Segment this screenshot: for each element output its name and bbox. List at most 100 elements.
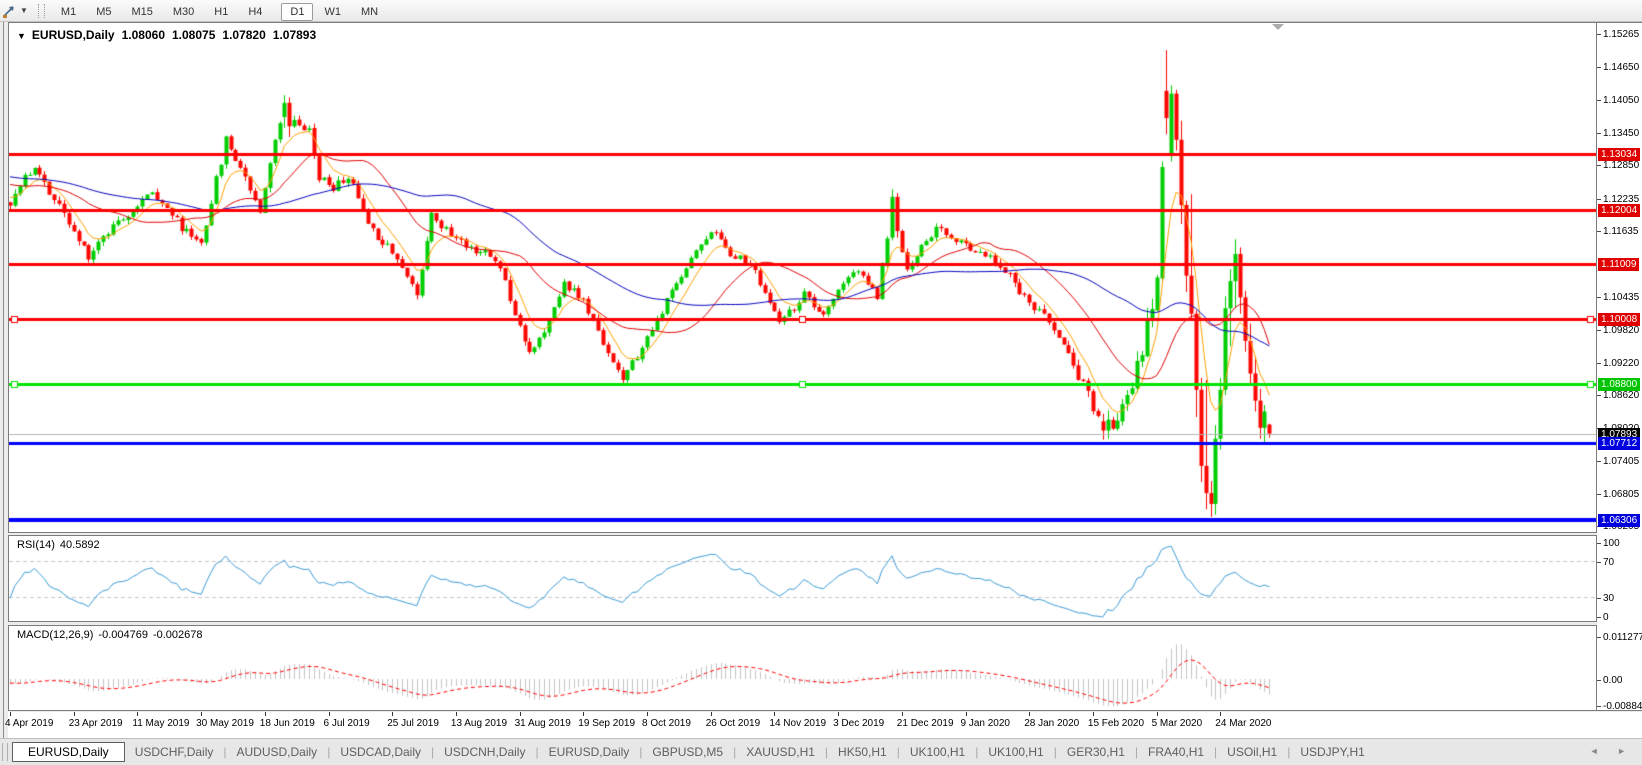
tab-uk100-h1-10[interactable]: UK100,H1 (988, 745, 1044, 759)
timeframe-button-m15[interactable]: M15 (131, 5, 153, 18)
date-tick-mark (710, 712, 712, 716)
price-tick-label: 1.14050 (1603, 95, 1640, 106)
date-tick-mark (392, 712, 394, 716)
date-tick-label: 13 Aug 2019 (450, 718, 508, 729)
macd-signal-value: -0.002678 (152, 629, 203, 641)
date-axis[interactable]: 4 Apr 2019 23 Apr 2019 11 May 2019 30 May 2… (5, 712, 1642, 738)
macd-label: MACD(12,26,9) (17, 629, 94, 641)
macd-main-value: -0.004769 (98, 629, 148, 641)
timeframe-button-w1[interactable]: W1 (324, 5, 341, 18)
timeframe-button-m30[interactable]: M30 (172, 5, 195, 18)
price-tick-dash (1597, 34, 1601, 35)
price-tick-label: 1.15265 (1603, 29, 1640, 40)
tab-fra40-h1-12[interactable]: FRA40,H1 (1148, 745, 1205, 759)
timeframe-button-mn[interactable]: MN (360, 5, 379, 18)
macd-tick-label: -0.008845 (1603, 701, 1642, 712)
date-tick-mark (965, 712, 967, 716)
date-tick-mark (901, 712, 903, 716)
tab-usoil-h1-13[interactable]: USOil,H1 (1227, 745, 1278, 759)
price-tick-label: 1.09220 (1603, 358, 1640, 369)
date-tick-label: 15 Feb 2020 (1087, 718, 1145, 729)
hline-price-badge: 1.07712 (1598, 437, 1641, 450)
ohlc-close: 1.07893 (272, 28, 317, 42)
macd-tick-dash (1597, 706, 1601, 707)
tab-usdchf-daily-1[interactable]: USDCHF,Daily (134, 745, 214, 759)
tab-usdcnh-daily-4[interactable]: USDCNH,Daily (444, 745, 526, 759)
top-toolbar: ▼ M1 M5 M15 M30 H1 H4 D1 W1 MN (0, 0, 1642, 22)
date-tick-mark (264, 712, 266, 716)
timeframe-button-m5[interactable]: M5 (96, 5, 112, 18)
main-chart-pane: ▼ EURUSD,Daily 1.08060 1.08075 1.07820 1.0789… (8, 22, 1597, 533)
timeframe-button-d1[interactable]: D1 (281, 2, 314, 21)
date-tick-label: 31 Aug 2019 (514, 718, 571, 729)
timeframe-button-m1[interactable]: M1 (60, 5, 77, 18)
chart-symbol: EURUSD,Daily (31, 28, 115, 42)
rsi-tick-label: 30 (1603, 593, 1615, 604)
chart-dropdown-icon[interactable]: ▼ (17, 31, 26, 41)
rsi-indicator-pane: RSI(14) 40.5892 (8, 535, 1597, 622)
tab-usdcad-daily-3[interactable]: USDCAD,Daily (340, 745, 421, 759)
date-tick-mark (1029, 712, 1031, 716)
tab-separator: | (975, 745, 979, 759)
date-tick-label: 5 Mar 2020 (1151, 718, 1203, 729)
date-tick-mark (201, 712, 203, 716)
rsi-value: 40.5892 (59, 539, 100, 551)
rsi-canvas[interactable] (9, 536, 1596, 621)
rsi-tick-dash (1597, 562, 1601, 563)
tab-separator: | (327, 745, 331, 759)
date-tick-label: 8 Oct 2019 (642, 718, 691, 729)
rsi-tick-label: 0 (1603, 612, 1609, 623)
tab-ger30-h1-11[interactable]: GER30,H1 (1066, 745, 1125, 759)
toolbar-grip (37, 3, 45, 18)
date-tick-mark (73, 712, 75, 716)
hline-price-badge: 1.11009 (1598, 258, 1640, 271)
chart-tab-bar: EURUSD,Daily USDCHF,Daily | AUDUSD,Daily | US… (0, 738, 1642, 765)
date-tick-label: 21 Dec 2019 (896, 718, 954, 729)
rsi-tick-label: 70 (1603, 557, 1615, 568)
date-tick-label: 6 Jul 2019 (323, 718, 370, 729)
rsi-label: RSI(14) (17, 539, 55, 551)
main-chart-canvas[interactable] (9, 23, 1596, 532)
hline-price-badge: 1.06306 (1598, 514, 1641, 527)
price-tick-dash (1597, 330, 1601, 331)
tab-uk100-h1-9[interactable]: UK100,H1 (909, 745, 966, 759)
tab-separator: | (1214, 745, 1218, 759)
macd-tick-label: 0.00 (1603, 675, 1623, 686)
date-tick-label: 26 Oct 2019 (705, 718, 761, 729)
price-tick-dash (1597, 363, 1601, 364)
tab-separator: | (1053, 745, 1057, 759)
date-tick-label: 19 Sep 2019 (578, 718, 636, 729)
price-tick-dash (1597, 494, 1601, 495)
price-tick-label: 1.12235 (1603, 194, 1640, 205)
tab-scroll-arrows[interactable]: ◄ ► (1589, 746, 1634, 756)
chart-cursor-icon[interactable] (2, 3, 18, 19)
tab-eurusd-daily-0[interactable]: EURUSD,Daily (12, 742, 125, 762)
price-tick-dash (1597, 133, 1601, 134)
tab-xauusd-h1-7[interactable]: XAUUSD,H1 (746, 745, 815, 759)
tab-audusd-daily-2[interactable]: AUDUSD,Daily (236, 745, 318, 759)
tab-eurusd-daily-5[interactable]: EURUSD,Daily (548, 745, 630, 759)
date-tick-label: 9 Jan 2020 (960, 718, 1011, 729)
tab-separator: | (535, 745, 539, 759)
rsi-tick-dash (1597, 543, 1601, 544)
timeframe-button-h4[interactable]: H4 (248, 5, 263, 18)
tab-separator: | (896, 745, 900, 759)
timeframe-button-h1[interactable]: H1 (214, 5, 229, 18)
price-tick-dash (1597, 67, 1601, 68)
date-tick-label: 25 Jul 2019 (387, 718, 439, 729)
macd-indicator-pane: MACD(12,26,9) -0.004769 -0.002678 (8, 625, 1597, 711)
tab-hk50-h1-8[interactable]: HK50,H1 (838, 745, 887, 759)
tab-gbpusd-m5-6[interactable]: GBPUSD,M5 (652, 745, 724, 759)
chevron-down-icon[interactable]: ▼ (20, 6, 28, 15)
hline-price-badge: 1.08800 (1598, 378, 1641, 391)
price-tick-label: 1.08620 (1603, 390, 1640, 401)
macd-header: MACD(12,26,9) -0.004769 -0.002678 (17, 629, 208, 641)
chart-title: ▼ EURUSD,Daily 1.08060 1.08075 1.07820 1.0789… (17, 28, 316, 42)
window-left-edge (3, 22, 4, 738)
price-axis[interactable]: 1.15265 1.14650 1.14050 1.13450 1.12850 1.122… (1597, 22, 1642, 712)
date-tick-mark (1156, 712, 1158, 716)
macd-canvas[interactable] (9, 626, 1596, 710)
date-tick-mark (137, 712, 139, 716)
tab-usdjpy-h1-14[interactable]: USDJPY,H1 (1300, 745, 1365, 759)
price-tick-label: 1.06805 (1603, 489, 1640, 500)
